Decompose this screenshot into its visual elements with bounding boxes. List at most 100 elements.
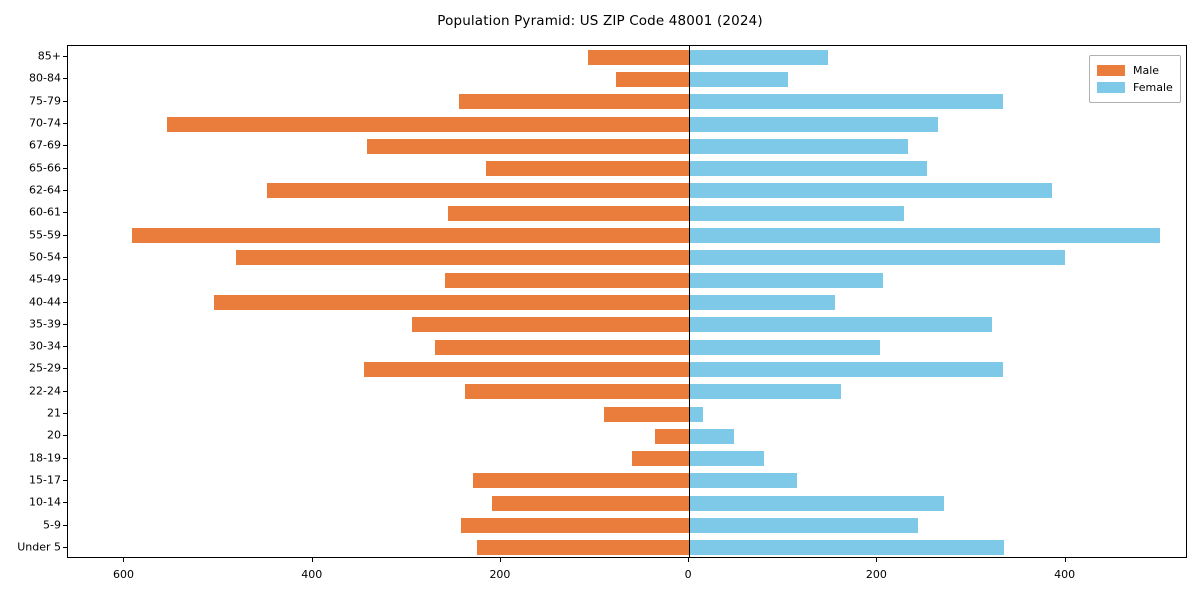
bar-male bbox=[458, 94, 690, 110]
bar-male bbox=[448, 205, 690, 221]
y-tick-mark bbox=[63, 390, 67, 392]
bar-male bbox=[587, 49, 690, 65]
legend-label-female: Female bbox=[1133, 81, 1173, 94]
x-tick-mark bbox=[499, 558, 501, 562]
bar-male bbox=[615, 71, 690, 87]
bars-container bbox=[68, 46, 1186, 557]
y-tick-label: 65-66 bbox=[29, 161, 61, 175]
y-tick-mark bbox=[63, 479, 67, 481]
bar-male bbox=[472, 473, 690, 489]
x-tick-mark bbox=[688, 558, 690, 562]
chart-title: Population Pyramid: US ZIP Code 48001 (2… bbox=[437, 13, 763, 29]
y-tick-label: 22-24 bbox=[29, 384, 61, 398]
y-tick-mark bbox=[63, 368, 67, 370]
x-tick-label: 400 bbox=[301, 568, 323, 581]
x-tick-mark bbox=[1064, 558, 1066, 562]
y-tick-mark bbox=[63, 234, 67, 236]
bar-female bbox=[689, 71, 788, 87]
bar-male bbox=[235, 250, 690, 266]
plot-area bbox=[67, 45, 1187, 558]
x-axis: 600 400 200 0 200 400 bbox=[0, 558, 1200, 600]
y-tick-mark bbox=[63, 435, 67, 437]
y-tick-label: 85+ bbox=[37, 49, 61, 63]
bar-female bbox=[689, 518, 918, 534]
y-tick-label: 40-44 bbox=[29, 295, 61, 308]
bar-female bbox=[689, 361, 1003, 377]
bar-female bbox=[689, 339, 881, 355]
y-tick-label: 20 bbox=[47, 428, 61, 442]
bar-female bbox=[689, 116, 938, 132]
y-tick-mark bbox=[63, 100, 67, 102]
bar-female bbox=[689, 205, 904, 221]
bar-female bbox=[689, 473, 798, 489]
y-tick-mark bbox=[63, 78, 67, 80]
bar-female bbox=[689, 295, 836, 310]
bar-male bbox=[604, 406, 690, 422]
bar-male bbox=[461, 518, 690, 534]
y-tick-mark bbox=[63, 413, 67, 415]
bar-female bbox=[689, 138, 909, 154]
bar-male bbox=[655, 428, 690, 444]
y-tick-label: Under 5 bbox=[17, 540, 61, 554]
y-tick-label: 30-34 bbox=[29, 339, 61, 353]
bar-male bbox=[465, 384, 690, 400]
y-tick-label: 10-14 bbox=[29, 495, 61, 509]
bar-male bbox=[213, 295, 690, 310]
bar-female bbox=[689, 228, 1160, 244]
y-tick-label: 62-64 bbox=[29, 183, 61, 197]
x-tick-mark bbox=[311, 558, 313, 562]
y-tick-label: 67-69 bbox=[29, 138, 61, 152]
bar-male bbox=[166, 116, 690, 132]
y-tick-label: 80-84 bbox=[29, 71, 61, 85]
bar-male bbox=[485, 161, 690, 177]
y-tick-mark bbox=[63, 56, 67, 58]
bar-female bbox=[689, 406, 704, 422]
legend-swatch-female bbox=[1097, 82, 1125, 93]
y-tick-label: 50-54 bbox=[29, 250, 61, 264]
bar-female bbox=[689, 540, 1005, 556]
legend-item-female[interactable]: Female bbox=[1097, 79, 1173, 96]
bar-male bbox=[412, 317, 690, 333]
bar-female bbox=[689, 428, 735, 444]
y-tick-label: 15-17 bbox=[29, 473, 61, 487]
y-tick-mark bbox=[63, 123, 67, 125]
y-tick-mark bbox=[63, 346, 67, 348]
y-tick-mark bbox=[63, 457, 67, 459]
bar-female bbox=[689, 49, 828, 65]
legend-label-male: Male bbox=[1133, 64, 1160, 77]
x-tick-mark bbox=[876, 558, 878, 562]
bar-female bbox=[689, 451, 765, 467]
bar-male bbox=[132, 228, 690, 244]
bar-male bbox=[367, 138, 690, 154]
y-tick-mark bbox=[63, 301, 67, 303]
bar-female bbox=[689, 384, 841, 400]
y-tick-label: 70-74 bbox=[29, 116, 61, 130]
legend-item-male[interactable]: Male bbox=[1097, 62, 1173, 79]
bar-female bbox=[689, 495, 945, 511]
y-tick-label: 21 bbox=[47, 406, 61, 420]
y-tick-mark bbox=[63, 279, 67, 281]
bar-male bbox=[445, 272, 690, 288]
y-tick-label: 25-29 bbox=[29, 361, 61, 375]
bar-female bbox=[689, 272, 884, 288]
bar-male bbox=[435, 339, 690, 355]
bar-male bbox=[266, 183, 690, 199]
x-tick-label: 200 bbox=[865, 568, 887, 581]
y-tick-mark bbox=[63, 546, 67, 548]
zero-axis-line bbox=[689, 46, 691, 557]
y-tick-mark bbox=[63, 256, 67, 258]
bar-female bbox=[689, 183, 1052, 199]
y-tick-mark bbox=[63, 502, 67, 504]
y-tick-mark bbox=[63, 189, 67, 191]
legend-swatch-male bbox=[1097, 65, 1125, 76]
y-tick-mark bbox=[63, 323, 67, 325]
x-tick-label: 0 bbox=[684, 568, 692, 581]
y-axis: 85+ 80-84 75-79 70-74 67-69 65-66 62-64 60-61 55… bbox=[0, 45, 67, 558]
y-tick-label: 75-79 bbox=[29, 94, 61, 108]
legend: Male Female bbox=[1089, 55, 1181, 103]
x-tick-label: 400 bbox=[1054, 568, 1076, 581]
y-tick-label: 5-9 bbox=[43, 518, 61, 532]
x-tick-mark bbox=[123, 558, 125, 562]
x-tick-label: 200 bbox=[489, 568, 511, 581]
